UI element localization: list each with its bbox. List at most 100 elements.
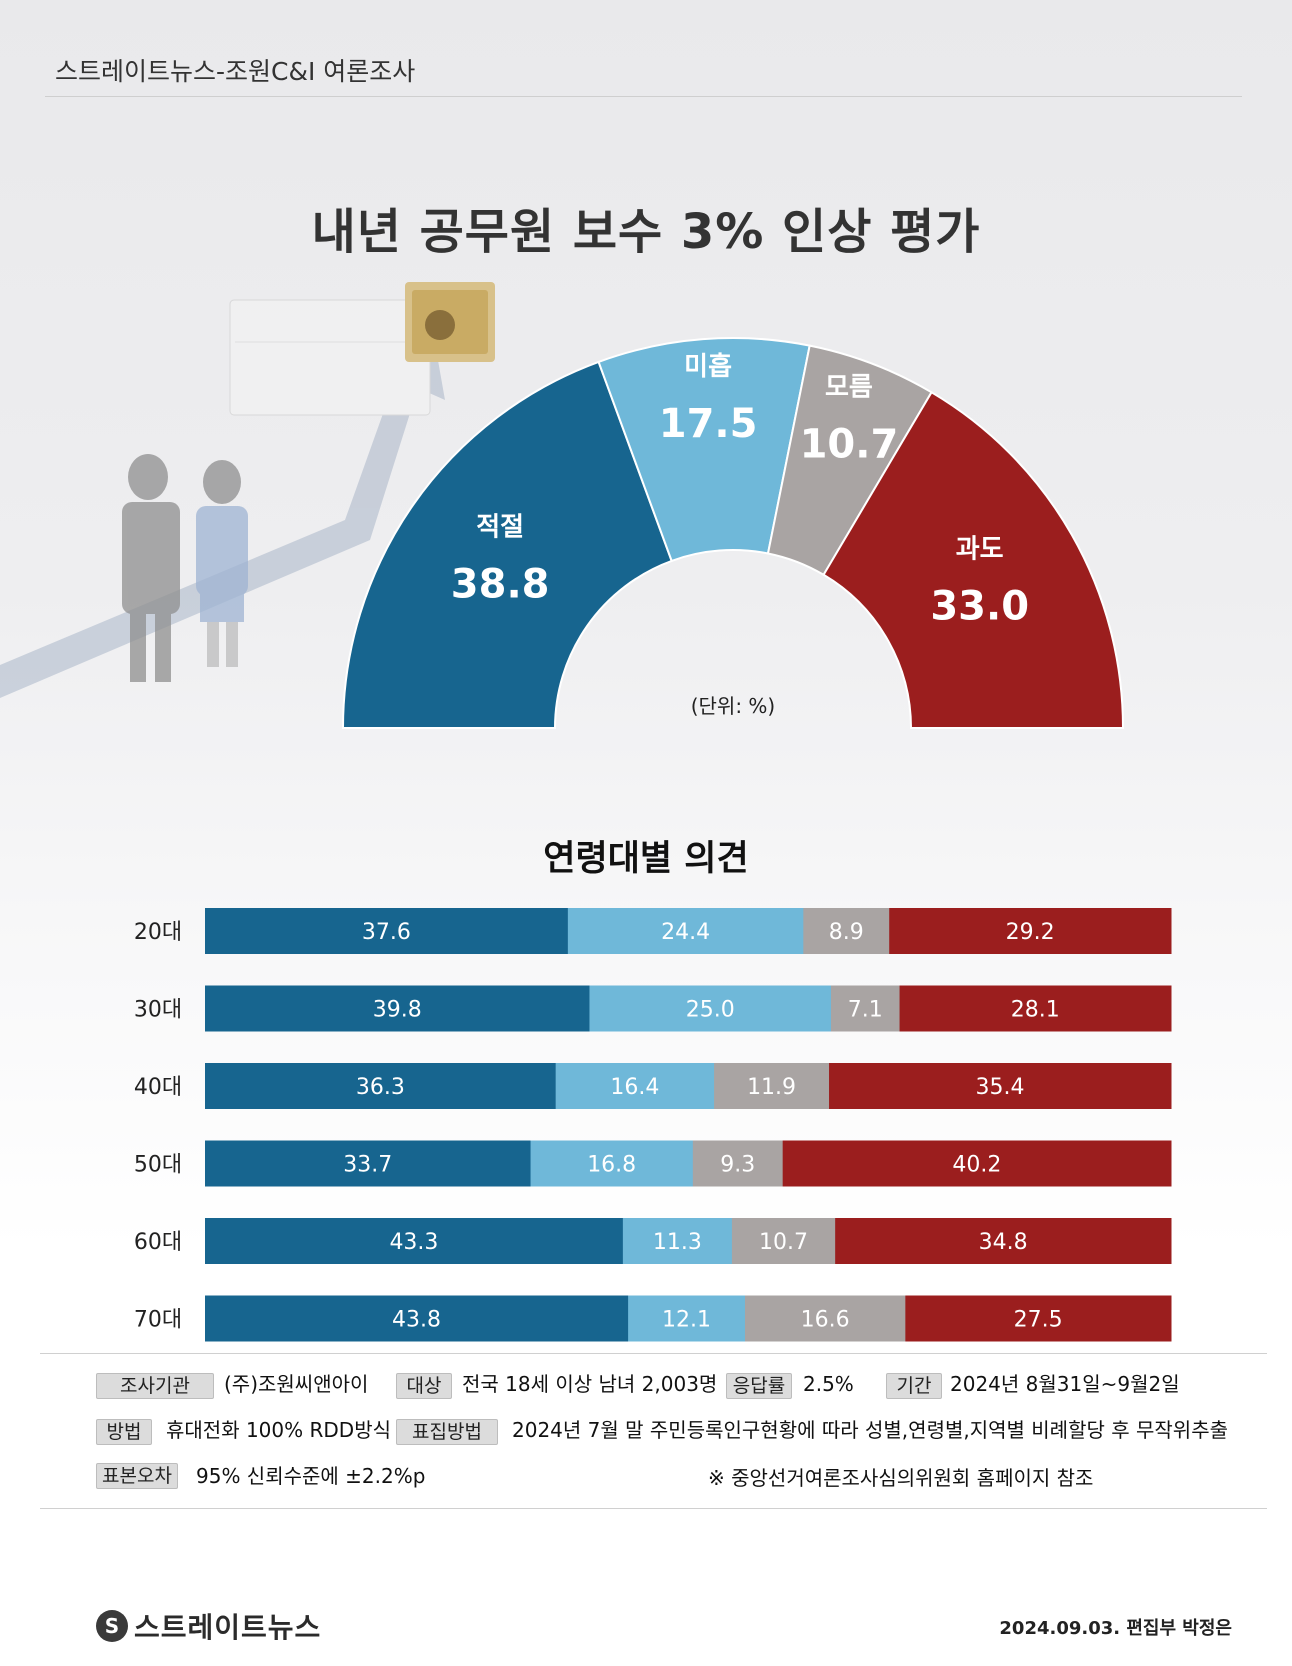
bar-segment-4-0 <box>205 1218 624 1264</box>
age-label-5: 70대 <box>134 1308 182 1333</box>
donut-slice-label-0: 적절 <box>476 512 524 542</box>
bar-value-2-1: 16.4 <box>610 1075 659 1100</box>
bar-value-4-0: 43.3 <box>389 1230 438 1255</box>
bar-segment-0-2 <box>803 908 890 954</box>
bar-segment-1-3 <box>899 985 1172 1032</box>
cash-icon <box>405 282 495 362</box>
age-label-0: 20대 <box>134 920 182 945</box>
bar-value-2-3: 35.4 <box>976 1075 1025 1100</box>
logo-s-icon: S <box>96 1610 128 1642</box>
bar-segment-1-0 <box>205 985 590 1032</box>
bar-value-3-0: 33.7 <box>343 1153 392 1178</box>
bar-segment-3-3 <box>782 1140 1172 1187</box>
bar-segment-2-2 <box>714 1063 830 1109</box>
half-donut-chart: 적절 38.8 미흡 17.5 모름 10.7 과도 33.0 (단위: %) <box>341 337 1125 729</box>
donut-slice-1 <box>597 337 811 563</box>
bar-segment-5-0 <box>205 1295 629 1342</box>
envelope-icon <box>229 299 431 416</box>
agency-tag: 조사기관 <box>96 1373 214 1399</box>
donut-slice-3 <box>822 390 1125 729</box>
target-value: 전국 18세 이상 남녀 2,003명 <box>462 1372 718 1396</box>
logo-text: 스트레이트뉴스 <box>134 1611 322 1644</box>
publish-credit: 2024.09.03. 편집부 박정은 <box>999 1618 1232 1639</box>
bar-segment-1-1 <box>589 985 832 1032</box>
bar-value-1-0: 39.8 <box>373 998 422 1023</box>
survey-source-header: 스트레이트뉴스-조원C&I 여론조사 <box>55 57 416 86</box>
bar-value-1-3: 28.1 <box>1011 998 1060 1023</box>
bar-segment-3-1 <box>530 1140 694 1187</box>
bar-value-1-1: 25.0 <box>686 998 735 1023</box>
bar-segment-0-0 <box>205 908 569 954</box>
bar-segment-4-1 <box>622 1218 733 1264</box>
agency-value: (주)조원씨앤아이 <box>224 1372 369 1396</box>
businessman-icon <box>122 454 180 682</box>
reference-note: ※ 중앙선거여론조사심의위원회 홈페이지 참조 <box>708 1466 1094 1490</box>
straight-news-logo: S 스트레이트뉴스 <box>96 1606 321 1646</box>
sampling-value: 2024년 7월 말 주민등록인구현황에 따라 성별,연령별,지역별 비례할당 … <box>512 1418 1228 1442</box>
bar-segment-0-3 <box>889 908 1172 954</box>
donut-slice-value-0: 38.8 <box>451 561 550 607</box>
main-title: 내년 공무원 보수 3% 인상 평가 <box>311 204 981 260</box>
bar-value-5-3: 27.5 <box>1014 1308 1063 1333</box>
unit-note: (단위: %) <box>691 694 776 718</box>
method-tag: 방법 <box>96 1419 152 1445</box>
sampling-tag: 표집방법 <box>396 1419 498 1445</box>
bar-segment-1-2 <box>830 985 901 1032</box>
bar-segment-5-2 <box>744 1295 906 1342</box>
donut-slice-label-1: 미흡 <box>684 352 732 382</box>
response-rate-tag: 응답률 <box>726 1373 792 1399</box>
bar-value-4-2: 10.7 <box>759 1230 808 1255</box>
age-label-1: 30대 <box>134 998 182 1023</box>
bar-value-4-3: 34.8 <box>979 1230 1028 1255</box>
bar-value-0-2: 8.9 <box>829 920 864 945</box>
bar-value-3-1: 16.8 <box>587 1153 636 1178</box>
survey-info: 조사기관 (주)조원씨앤아이 대상 전국 18세 이상 남녀 2,003명 응답… <box>0 1372 1292 1600</box>
bar-segment-4-2 <box>731 1218 836 1264</box>
header-divider <box>45 96 1242 97</box>
bar-segment-5-3 <box>905 1295 1172 1342</box>
bar-value-5-1: 12.1 <box>662 1308 711 1333</box>
bar-segment-5-1 <box>628 1295 746 1342</box>
bar-value-1-2: 7.1 <box>848 998 883 1023</box>
bar-value-2-0: 36.3 <box>356 1075 405 1100</box>
bar-segment-2-3 <box>829 1063 1172 1109</box>
bar-value-3-2: 9.3 <box>720 1153 755 1178</box>
age-label-3: 50대 <box>134 1153 182 1178</box>
donut-slice-value-3: 33.0 <box>930 583 1029 629</box>
bar-segment-2-1 <box>555 1063 715 1109</box>
bar-segment-3-0 <box>205 1140 532 1187</box>
age-stacked-bar-chart: 20대 37.6 24.4 8.9 29.2 30대 39.8 25.0 7.1 28.1 40대 3… <box>134 908 1172 1342</box>
age-label-4: 60대 <box>134 1230 182 1255</box>
period-value: 2024년 8월31일~9월2일 <box>950 1372 1180 1396</box>
bar-segment-3-2 <box>692 1140 784 1187</box>
businesswoman-icon <box>196 460 248 667</box>
donut-slice-value-2: 10.7 <box>800 421 899 467</box>
bar-value-0-3: 29.2 <box>1006 920 1055 945</box>
bar-value-0-0: 37.6 <box>362 920 411 945</box>
bar-segment-0-1 <box>567 908 804 954</box>
bar-value-4-1: 11.3 <box>653 1230 702 1255</box>
age-label-2: 40대 <box>134 1075 182 1100</box>
bar-value-5-2: 16.6 <box>801 1308 850 1333</box>
target-tag: 대상 <box>396 1373 452 1399</box>
bar-segment-4-3 <box>835 1218 1172 1264</box>
bar-value-3-3: 40.2 <box>952 1153 1001 1178</box>
illustration <box>0 282 495 698</box>
bar-segment-2-0 <box>205 1063 557 1109</box>
bar-value-5-0: 43.8 <box>392 1308 441 1333</box>
donut-slice-value-1: 17.5 <box>659 401 758 447</box>
donut-slice-0 <box>341 360 673 729</box>
donut-slice-label-2: 모름 <box>825 372 873 402</box>
period-tag: 기간 <box>886 1373 942 1399</box>
donut-slice-label-3: 과도 <box>956 534 1004 564</box>
bar-chart-title: 연령대별 의견 <box>543 839 749 879</box>
bar-value-0-1: 24.4 <box>661 920 710 945</box>
info-top-divider <box>40 1353 1267 1354</box>
response-rate-value: 2.5% <box>803 1372 854 1396</box>
method-value: 휴대전화 100% RDD방식 <box>166 1418 391 1442</box>
error-value: 95% 신뢰수준에 ±2.2%p <box>196 1464 426 1488</box>
info-bottom-divider <box>40 1508 1267 1509</box>
bar-value-2-2: 11.9 <box>747 1075 796 1100</box>
error-tag: 표본오차 <box>96 1463 178 1489</box>
